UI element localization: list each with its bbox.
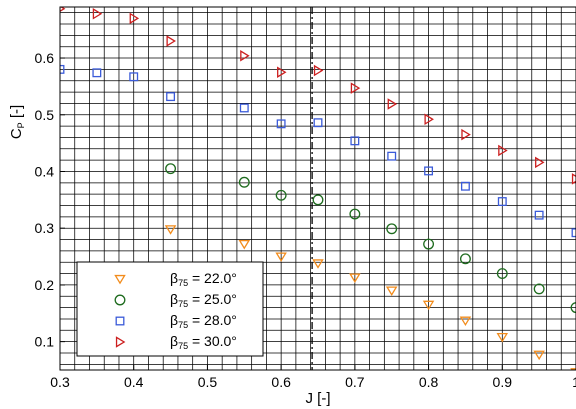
y-tick-label: 0.6	[35, 50, 55, 66]
legend-entry-30: β75 = 30.0°	[115, 333, 237, 351]
legend-marker-circle	[114, 294, 126, 306]
data-point-triangle-right	[387, 98, 398, 110]
legend-symbol-square	[115, 316, 125, 326]
y-tick-label: 0.3	[35, 220, 55, 236]
data-point-triangle-right	[571, 173, 576, 185]
data-point-square	[350, 136, 360, 146]
y-tick-label: 0.5	[35, 107, 55, 123]
legend-symbol-triangle-right	[115, 336, 126, 348]
data-point-square	[387, 151, 397, 161]
data-markers	[60, 7, 576, 370]
data-point-square	[424, 166, 434, 176]
legend-label-28: β75 = 28.0°	[170, 312, 237, 330]
data-point-square	[497, 197, 507, 206]
data-point-triangle-right	[350, 82, 361, 94]
y-axis-label: CP [-]	[8, 105, 26, 139]
data-point-triangle-right	[166, 35, 176, 47]
data-point-circle	[275, 189, 287, 201]
y-axis-ticks: 0.1 0.2 0.3 0.4 0.5 0.6	[35, 50, 65, 350]
x-tick-label: 0.3	[50, 374, 70, 390]
data-point-triangle-right	[277, 66, 287, 78]
data-point-circle	[238, 176, 250, 188]
data-point-square	[129, 72, 139, 82]
x-axis-label: J [-]	[306, 390, 331, 407]
plot-frame	[59, 6, 576, 371]
data-point-square	[276, 119, 286, 129]
data-point-triangle-down	[349, 273, 361, 283]
data-point-circle	[496, 268, 508, 280]
data-point-triangle-down	[459, 316, 472, 327]
x-tick-label: 0.4	[124, 374, 144, 390]
legend-entry-22: β75 = 22.0°	[114, 270, 237, 288]
legend-entry-28: β75 = 28.0°	[115, 312, 237, 330]
data-point-circle	[349, 208, 361, 220]
data-point-triangle-down	[275, 252, 287, 262]
legend-label-25: β75 = 25.0°	[170, 291, 237, 309]
legend-symbol-triangle-down	[114, 274, 126, 285]
x-tick-label: 0.6	[271, 374, 291, 390]
legend-marker-triangle-right	[115, 336, 126, 348]
legend-marker-triangle-down	[114, 274, 126, 285]
data-point-circle	[165, 163, 177, 175]
x-tick-label: 0.5	[198, 374, 218, 390]
y-tick-label: 0.2	[35, 277, 55, 293]
legend: β75 = 22.0° β75 = 25.0° β75 = 28.0° β75 …	[76, 261, 264, 357]
data-point-triangle-right	[129, 12, 140, 25]
data-point-circle	[459, 253, 471, 265]
data-point-triangle-right	[461, 128, 471, 141]
legend-entry-25: β75 = 25.0°	[114, 291, 237, 309]
data-point-circle	[312, 194, 324, 206]
y-tick-label: 0.4	[35, 163, 55, 179]
data-point-circle	[570, 302, 576, 314]
data-point-circle	[423, 238, 435, 250]
data-point-square	[571, 228, 576, 238]
x-axis-ticks: 0.3 0.4 0.5 0.6 0.7 0.8 0.9 1	[50, 365, 576, 390]
data-point-square	[460, 181, 470, 191]
data-point-square	[239, 103, 249, 113]
data-point-square	[166, 92, 176, 102]
data-point-triangle-right	[240, 50, 250, 62]
data-point-circle	[533, 283, 545, 295]
data-point-triangle-down	[385, 286, 398, 296]
data-point-triangle-right	[498, 144, 508, 157]
data-point-square	[534, 210, 544, 220]
data-point-triangle-down	[496, 333, 509, 343]
data-point-triangle-right	[92, 8, 103, 20]
data-point-triangle-down	[422, 300, 435, 311]
data-point-triangle-down	[238, 239, 251, 250]
data-point-square	[313, 118, 323, 128]
x-tick-label: 0.7	[345, 374, 365, 390]
x-tick-label: 0.9	[493, 374, 513, 390]
y-tick-label: 0.1	[35, 334, 55, 350]
data-point-triangle-down	[164, 225, 177, 235]
legend-box	[76, 261, 264, 357]
legend-symbol-circle	[114, 294, 126, 306]
legend-label-22: β75 = 22.0°	[170, 270, 237, 288]
data-point-circle	[386, 223, 398, 235]
data-point-triangle-down	[533, 350, 545, 361]
data-point-triangle-right	[424, 113, 434, 126]
x-tick-label: 1	[572, 374, 576, 390]
data-point-triangle-right	[535, 156, 545, 169]
legend-label-30: β75 = 30.0°	[170, 333, 237, 351]
data-point-square	[92, 68, 102, 78]
data-point-triangle-right	[313, 64, 324, 77]
data-point-triangle-down	[312, 259, 324, 269]
x-tick-label: 0.8	[419, 374, 439, 390]
legend-marker-square	[115, 316, 125, 326]
